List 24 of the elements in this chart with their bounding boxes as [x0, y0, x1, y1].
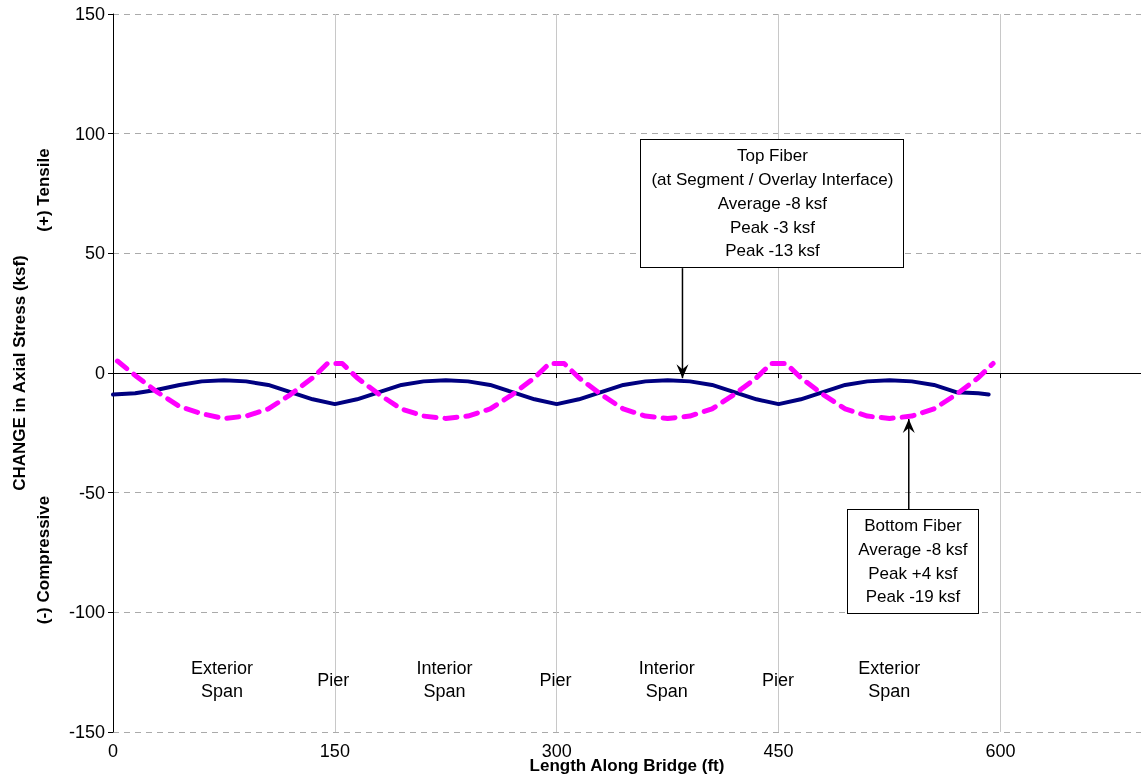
text: (+) Tensile [34, 148, 54, 232]
x-tick-label: 450 [763, 741, 794, 761]
y-tick-label: -150 [68, 722, 105, 742]
line-series [111, 378, 991, 407]
y-tick-label: 50 [84, 243, 105, 264]
x-tick-label: 0 [107, 741, 119, 761]
y-tick-label: -50 [78, 482, 105, 503]
x-tick-label: 600 [985, 741, 1016, 761]
text: (-) Compressive [34, 495, 54, 625]
y-tick-label: 150 [74, 4, 105, 24]
annotation: Interior Span [416, 656, 473, 703]
y-axis-title: CHANGE in Axial Stress (ksf) [10, 255, 30, 491]
y-tick-label: -100 [68, 602, 105, 623]
y-tick-label: 0 [94, 363, 105, 383]
x-tick-label: 150 [319, 741, 350, 761]
y-tick-label: 100 [74, 123, 105, 144]
annotation: Pier [762, 668, 795, 692]
annotation: Pier [317, 668, 350, 692]
annotation: Pier [539, 668, 572, 692]
annotation: Top Fiber (at Segment / Overlay Interface) Average -8 ksf Peak -3 ksf Peak -13 ksf [640, 139, 905, 269]
annotation: Exterior Span [858, 656, 921, 703]
annotation: Interior Span [638, 656, 695, 703]
annotation: Bottom Fiber Average -8 ksf Peak +4 ksf Peak -19 ksf [847, 509, 979, 615]
annotation: Exterior Span [191, 656, 254, 703]
